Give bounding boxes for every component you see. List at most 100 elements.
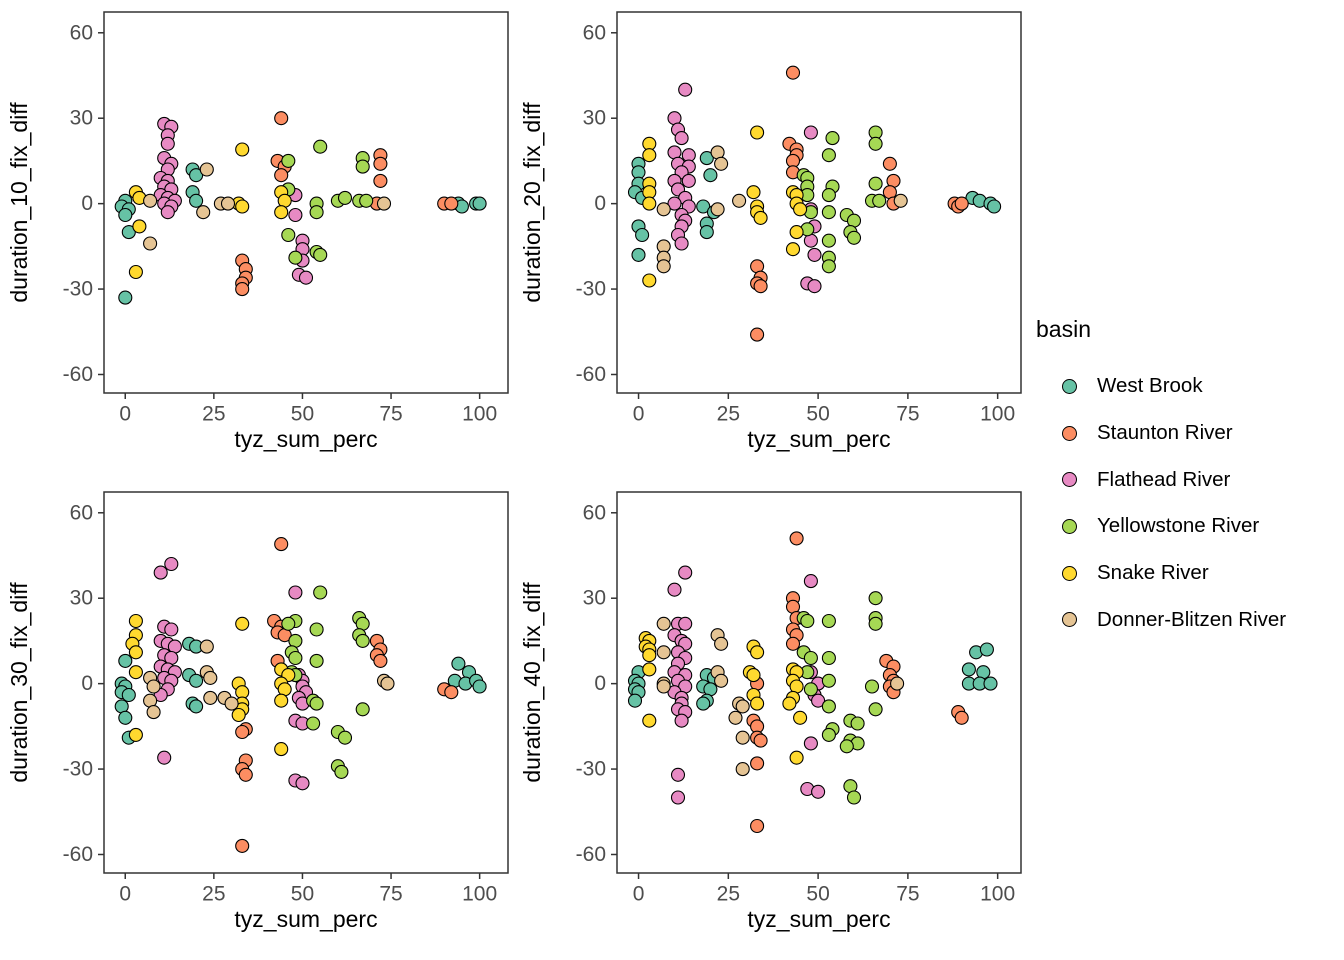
panel-duration-30-fix-diff: 0 25 50 75 100 -60 -30 0 30 60 tyz_sum_perc duratio… [6,491,509,932]
data-point-yellowstone-river [337,190,353,205]
data-point-west-brook [189,673,204,688]
data-point-yellowstone-river [872,193,887,208]
x-axis-title: tyz_sum_perc [234,906,377,932]
data-point-flathead-river [674,713,689,728]
data-point-flathead-river [157,750,172,765]
y-tick-label: -60 [576,843,606,866]
y-tick-label: 30 [583,587,606,610]
data-point-staunton-river [274,168,289,183]
data-point-yellowstone-river [288,250,303,265]
legend-swatch-snake-river [1062,565,1077,581]
data-point-west-brook [118,653,133,668]
x-tick-label: 50 [291,882,314,905]
data-point-donner-blitzen-river [146,679,161,694]
data-point-west-brook [472,196,487,211]
data-point-west-brook [451,656,466,671]
x-tick-label: 0 [633,882,645,905]
data-point-west-brook [703,168,718,183]
data-point-yellowstone-river [821,727,836,742]
y-tick-label: -30 [63,278,93,301]
y-axis-title: duration_30_fix_diff [6,582,32,783]
data-point-donner-blitzen-river [199,639,214,654]
data-point-staunton-river [753,733,768,748]
data-point-snake-river [750,645,765,660]
data-point-yellowstone-river [850,716,865,731]
data-point-flathead-river [160,136,175,151]
data-point-staunton-river [785,636,801,651]
data-point-yellowstone-river [864,679,880,694]
data-point-yellowstone-river [868,176,883,191]
legend-label: Flathead River [1097,467,1231,491]
data-point-flathead-river [803,125,818,140]
data-point-flathead-river [288,207,303,223]
y-tick-label: 0 [81,672,93,695]
data-point-snake-river [128,727,143,742]
data-point-staunton-river [274,111,289,126]
y-tick-label: -60 [63,363,93,386]
data-point-yellowstone-river [868,591,883,606]
y-tick-label: -30 [63,758,93,781]
data-point-snake-river [274,205,289,220]
x-tick-label: 100 [462,402,497,425]
data-point-snake-river [231,707,246,723]
data-point-donner-blitzen-river [146,705,161,720]
data-point-snake-river [128,264,143,280]
y-tick-label: 30 [70,587,93,610]
panel-duration-20-fix-diff: 0 25 50 75 100 -60 -30 0 30 60 tyz_sum_perc duratio… [519,11,1022,452]
data-point-donner-blitzen-river [143,193,158,208]
x-tick-label: 75 [896,402,919,425]
data-point-yellowstone-river [309,696,324,711]
data-point-snake-river [128,665,143,680]
data-point-flathead-river [674,131,689,146]
data-point-flathead-river [807,247,822,262]
data-point-donner-blitzen-river [656,679,671,694]
data-point-west-brook [472,679,487,694]
x-tick-label: 100 [980,882,1015,905]
data-point-staunton-river [785,65,801,80]
data-point-donner-blitzen-river [656,202,671,217]
data-point-west-brook [189,168,204,183]
data-point-west-brook [631,247,646,262]
y-tick-label: 0 [594,672,606,695]
legend-label: Donner-Blitzen River [1097,607,1287,631]
data-point-flathead-river [811,693,826,708]
data-point-snake-river [642,273,657,288]
data-point-donner-blitzen-river [220,196,236,211]
data-point-yellowstone-river [355,702,370,717]
data-point-yellowstone-river [846,230,862,245]
data-point-yellowstone-river [281,153,296,168]
data-point-donner-blitzen-river [714,636,729,651]
data-point-yellowstone-river [355,633,370,648]
data-point-flathead-river [811,784,826,799]
x-tick-label: 0 [119,882,131,905]
y-axis-title: duration_10_fix_diff [6,102,32,303]
data-point-snake-river [132,219,147,234]
y-tick-label: -60 [63,843,93,866]
x-axis-title: tyz_sum_perc [747,426,890,452]
data-point-flathead-river [160,205,175,220]
legend-item-staunton-river: Staunton River [1036,410,1286,457]
panel-duration-10-fix-diff: 0 25 50 75 100 -60 -30 0 30 60 tyz_sum_perc duratio… [6,11,509,452]
data-point-yellowstone-river [309,205,324,220]
data-point-yellowstone-river [821,699,836,714]
data-point-west-brook [118,710,133,725]
data-point-flathead-river [667,582,682,597]
data-point-snake-river [750,696,765,711]
data-point-flathead-river [667,196,682,211]
data-point-donner-blitzen-river [376,196,392,211]
data-point-flathead-river [674,236,689,251]
data-point-snake-river [235,616,250,631]
data-point-snake-river [642,196,657,211]
data-point-yellowstone-river [359,193,374,208]
x-tick-label: 25 [717,882,740,905]
data-point-yellowstone-river [821,188,836,203]
data-point-staunton-river [954,196,969,211]
data-point-donner-blitzen-river [143,236,158,251]
data-point-yellowstone-river [821,673,836,688]
data-point-yellowstone-river [821,613,836,629]
data-point-staunton-river [235,282,250,297]
data-point-yellowstone-river [839,739,854,754]
data-point-donner-blitzen-river [735,762,750,777]
legend-label: Yellowstone River [1097,514,1260,538]
